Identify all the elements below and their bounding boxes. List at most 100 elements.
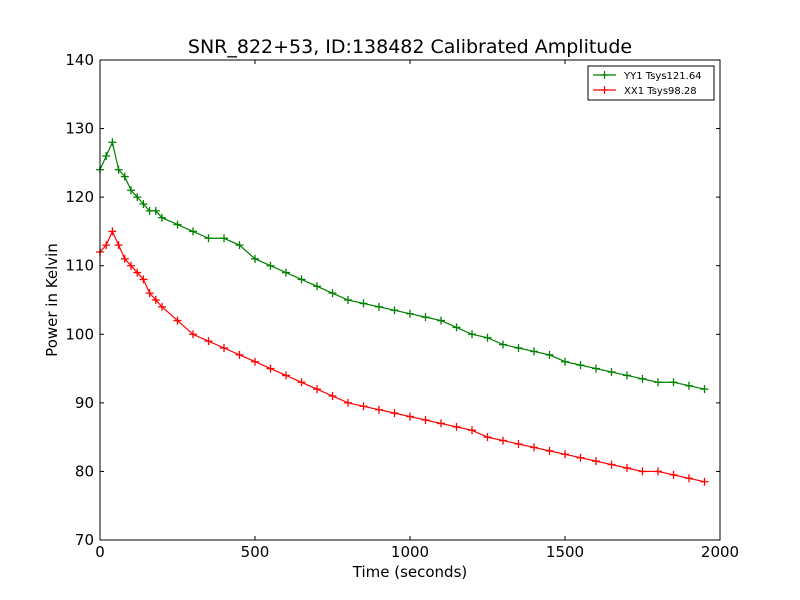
x-tick-label: 0 — [95, 543, 105, 561]
data-point — [151, 296, 160, 304]
data-point — [151, 206, 160, 215]
data-point — [468, 330, 476, 339]
data-point — [468, 426, 476, 435]
data-point — [328, 289, 337, 298]
data-point — [669, 470, 678, 479]
data-point — [313, 282, 321, 291]
data-point — [251, 357, 259, 366]
y-axis-label: Power in Kelvin — [43, 243, 61, 357]
legend-box — [587, 65, 715, 101]
data-point — [700, 477, 709, 486]
data-point — [266, 261, 275, 270]
data-point — [514, 344, 523, 352]
data-point — [189, 330, 197, 339]
data-point — [421, 313, 430, 322]
data-point — [158, 213, 166, 222]
y-tick-label: 80 — [75, 462, 94, 480]
data-point — [297, 378, 306, 387]
data-point — [576, 361, 585, 370]
data-point — [344, 398, 352, 407]
data-point — [437, 316, 445, 325]
data-point — [282, 371, 290, 380]
data-point — [483, 433, 492, 442]
data-point — [127, 186, 135, 195]
data-point — [158, 302, 166, 311]
data-point — [204, 234, 213, 243]
data-point — [654, 467, 662, 476]
series-0 — [96, 138, 709, 394]
data-point — [654, 378, 662, 387]
data-point — [514, 440, 523, 448]
data-point — [235, 350, 244, 359]
data-point — [108, 227, 117, 236]
data-point — [266, 364, 275, 373]
y-tick-label: 100 — [65, 325, 94, 343]
data-point — [220, 344, 228, 352]
data-point — [114, 165, 123, 174]
x-tick-label: 500 — [241, 543, 270, 561]
x-axis-label: Time (seconds) — [352, 563, 468, 581]
data-point — [108, 138, 117, 147]
data-point — [375, 405, 383, 414]
data-point — [406, 309, 414, 318]
data-point — [220, 234, 228, 243]
data-point — [623, 371, 631, 380]
data-point — [359, 299, 368, 308]
data-point — [390, 409, 399, 418]
data-point — [452, 422, 461, 431]
data-point — [638, 374, 647, 383]
data-point — [359, 402, 368, 411]
legend-label: XX1 Tsys98.28 — [624, 86, 697, 97]
data-point — [114, 241, 123, 250]
y-tick-label: 90 — [75, 394, 94, 412]
data-point — [406, 412, 414, 421]
data-point — [576, 453, 585, 462]
data-point — [145, 289, 154, 298]
y-tick-label: 120 — [65, 188, 94, 206]
data-point — [127, 261, 135, 270]
data-point — [133, 193, 142, 202]
data-point — [390, 306, 399, 315]
data-point — [685, 474, 693, 483]
series-line — [99, 140, 705, 390]
data-point — [173, 220, 182, 229]
data-point — [607, 368, 616, 376]
data-point — [561, 450, 569, 459]
data-point — [344, 296, 352, 304]
data-point — [282, 268, 290, 277]
axes: 0 500 1000 1500 2000 70 80 90 100 110 120 130 140 — [65, 51, 739, 561]
data-point — [375, 302, 383, 311]
data-point — [139, 275, 148, 284]
data-point — [313, 385, 321, 394]
data-point — [102, 152, 111, 160]
data-point — [189, 227, 197, 236]
data-point — [452, 323, 461, 332]
data-point — [592, 364, 600, 373]
data-point — [669, 378, 678, 387]
data-point — [139, 200, 148, 208]
data-point — [328, 392, 337, 400]
data-point — [638, 467, 647, 476]
data-point — [592, 457, 600, 466]
legend-marker — [600, 86, 609, 94]
data-point — [251, 254, 259, 263]
data-point — [530, 347, 538, 356]
data-point — [499, 436, 507, 445]
y-tick-label: 140 — [65, 51, 94, 69]
plot-area — [96, 138, 709, 486]
data-point — [204, 337, 213, 346]
data-point — [120, 254, 129, 263]
data-point — [545, 350, 554, 359]
data-point — [297, 275, 306, 284]
data-point — [235, 241, 244, 250]
data-point — [499, 340, 507, 349]
data-point — [133, 268, 142, 277]
chart-title: SNR_822+53, ID:138482 Calibrated Amplitu… — [188, 36, 632, 58]
data-point — [120, 172, 129, 181]
y-tick-label: 110 — [65, 257, 94, 275]
x-tick-label: 1000 — [391, 543, 429, 561]
y-tick-label: 130 — [65, 120, 94, 138]
legend-marker — [600, 71, 609, 79]
data-point — [530, 443, 538, 452]
